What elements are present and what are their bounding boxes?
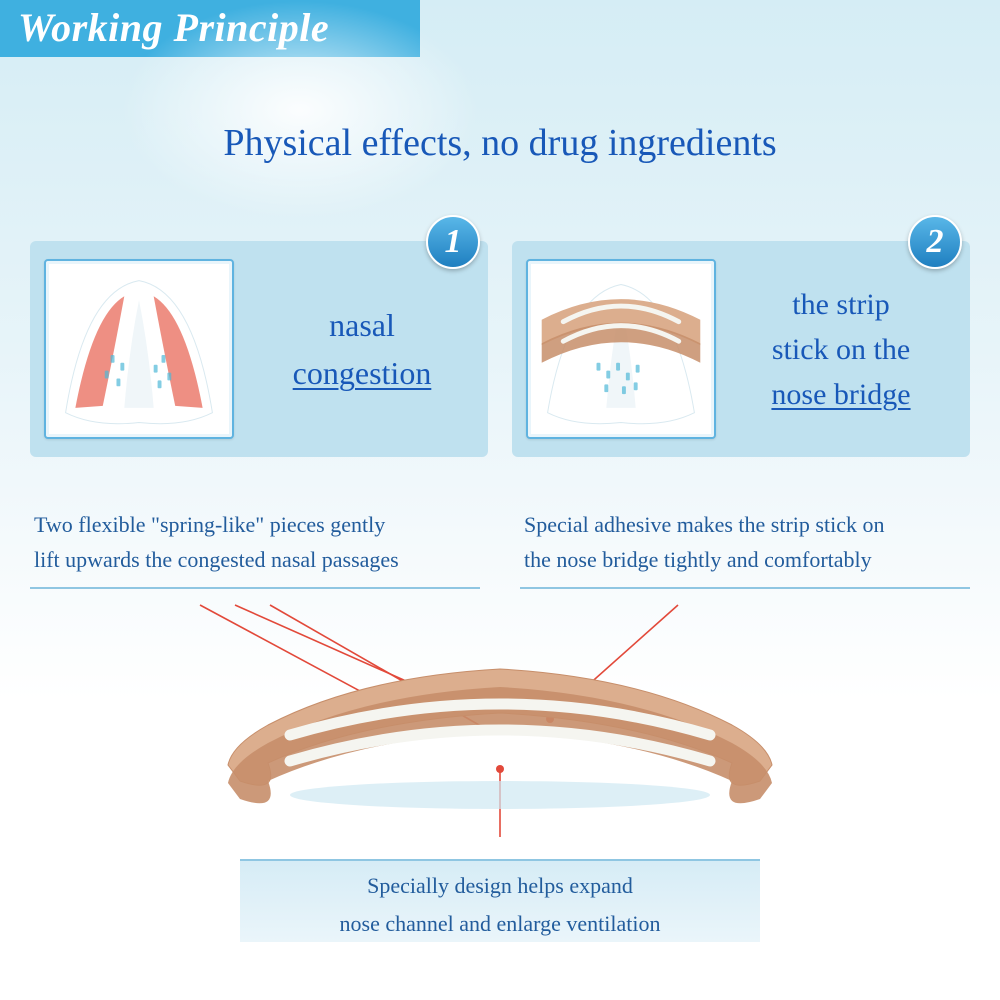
nose-strip-icon [528,261,714,437]
step-badge-1: 1 [426,215,480,269]
header-title: Working Principle [18,5,329,50]
desc-right-line-2: the nose bridge tightly and comfortably [524,542,966,577]
subtitle-text: Physical effects, no drug ingredients [183,115,816,171]
step-1-line-2: congestion [250,349,474,397]
nasal-strip-diagram-icon [220,645,780,815]
desc-left-line-2: lift upwards the congested nasal passage… [34,542,476,577]
step-2-illustration [526,259,716,439]
step-2-line-2: stick on the [726,327,956,372]
step-badge-2-number: 2 [927,223,944,261]
description-row: Two flexible "spring-like" pieces gently… [30,503,970,589]
desc-right-line-1: Special adhesive makes the strip stick o… [524,507,966,542]
subtitle-container: Physical effects, no drug ingredients [0,115,1000,171]
step-badge-2: 2 [908,215,962,269]
step-1-text: nasal congestion [234,301,474,397]
description-bottom: Specially design helps expand nose chann… [240,859,760,942]
description-left: Two flexible "spring-like" pieces gently… [30,503,480,589]
header-bar: Working Principle [0,0,420,57]
step-2-line-1: the strip [726,282,956,327]
desc-left-line-1: Two flexible "spring-like" pieces gently [34,507,476,542]
description-right: Special adhesive makes the strip stick o… [520,503,970,589]
nasal-congestion-icon [46,261,232,437]
step-1-line-1: nasal [250,301,474,349]
step-2-line-3: nose bridge [726,372,956,417]
step-badge-1-number: 1 [445,223,462,261]
step-panel-2: 2 [512,241,970,457]
desc-bottom-line-1: Specially design helps expand [240,867,760,904]
lower-section: Two flexible "spring-like" pieces gently… [0,503,1000,942]
step-2-text: the strip stick on the nose bridge [716,282,956,417]
diagram-area [30,599,970,859]
steps-row: 1 [0,241,1000,457]
page-root: Working Principle Physical effects, no d… [0,0,1000,1000]
step-panel-1: 1 [30,241,488,457]
step-1-illustration [44,259,234,439]
desc-bottom-line-2: nose channel and enlarge ventilation [240,905,760,942]
